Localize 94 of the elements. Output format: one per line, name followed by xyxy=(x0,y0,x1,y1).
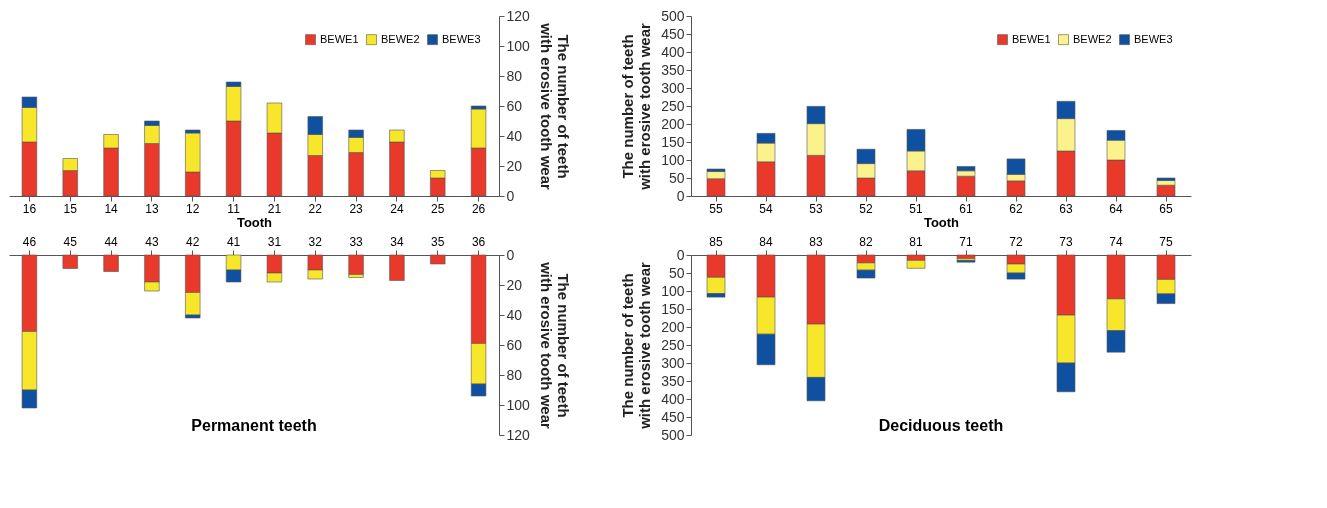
x-tick-label: 42 xyxy=(186,234,200,249)
y-tick-label: 120 xyxy=(506,426,531,443)
x-tick-label: 21 xyxy=(267,201,282,216)
y-tick-label: 80 xyxy=(506,67,523,84)
x-tick-label: 34 xyxy=(390,234,404,249)
y-tick-label: 200 xyxy=(661,115,685,132)
x-tick-label: 24 xyxy=(390,201,404,216)
x-tick-label: 82 xyxy=(859,234,873,249)
x-tick-label: 32 xyxy=(308,234,323,249)
y-tick-label: 0 xyxy=(676,187,685,204)
x-tick-label: 53 xyxy=(809,201,823,216)
text: Deciduous teeth xyxy=(878,417,1004,434)
x-tick-label: 33 xyxy=(349,234,364,249)
y-tick-label: 40 xyxy=(506,306,523,323)
y-tick-label: 100 xyxy=(661,151,685,168)
y-tick-label: 450 xyxy=(661,25,685,42)
y-tick-label: 20 xyxy=(506,157,523,174)
x-tick-label: 16 xyxy=(22,201,37,216)
y-tick-label: 0 xyxy=(506,246,515,263)
y-tick-label: 150 xyxy=(661,300,685,317)
x-tick-label: 83 xyxy=(809,234,823,249)
x-tick-label: 46 xyxy=(22,234,37,249)
x-tick-label: 15 xyxy=(63,201,78,216)
x-tick-label: 22 xyxy=(308,201,323,216)
text: Permanent teeth xyxy=(191,417,317,434)
y-axis-title: The number of teeth with erosive tooth wear xyxy=(537,22,572,191)
x-tick-label: 74 xyxy=(1109,234,1123,249)
y-tick-label: 0 xyxy=(676,246,685,263)
y-tick-label: 150 xyxy=(661,133,685,150)
x-tick-label: 73 xyxy=(1059,234,1073,249)
x-axis-title: Tooth xyxy=(236,214,273,230)
x-tick-label: 36 xyxy=(471,234,486,249)
y-tick-label: 350 xyxy=(661,61,685,78)
x-tick-label: 81 xyxy=(909,234,923,249)
x-tick-label: 65 xyxy=(1159,201,1173,216)
y-tick-label: 200 xyxy=(661,318,685,335)
y-tick-label: 60 xyxy=(506,97,523,114)
y-tick-label: 0 xyxy=(506,187,515,204)
legend-label: BEWE2 xyxy=(1073,32,1112,45)
x-tick-label: 35 xyxy=(431,234,445,249)
x-axis-title: Tooth xyxy=(923,214,960,230)
x-tick-label: 55 xyxy=(709,201,723,216)
y-axis-title: The number of teeth with erosive tooth wear xyxy=(619,261,654,430)
y-tick-label: 50 xyxy=(668,264,685,281)
y-tick-label: 50 xyxy=(668,169,685,186)
y-tick-label: 500 xyxy=(661,7,685,24)
legend-label: BEWE1 xyxy=(1012,32,1051,45)
x-tick-label: 63 xyxy=(1059,201,1073,216)
y-tick-label: 100 xyxy=(506,37,531,54)
x-tick-label: 11 xyxy=(227,201,241,216)
y-tick-label: 400 xyxy=(661,390,685,407)
x-tick-label: 52 xyxy=(859,201,873,216)
x-tick-label: 43 xyxy=(145,234,159,249)
x-tick-label: 13 xyxy=(145,201,159,216)
x-tick-label: 23 xyxy=(349,201,364,216)
y-tick-label: 300 xyxy=(661,354,685,371)
x-tick-label: 84 xyxy=(759,234,773,249)
x-tick-label: 14 xyxy=(104,201,119,216)
y-tick-label: 100 xyxy=(506,396,531,413)
x-tick-label: 31 xyxy=(267,234,282,249)
legend-label: BEWE3 xyxy=(442,32,481,45)
y-tick-label: 250 xyxy=(661,97,685,114)
x-tick-label: 25 xyxy=(431,201,445,216)
y-tick-label: 80 xyxy=(506,366,523,383)
x-tick-label: 41 xyxy=(226,234,241,249)
x-tick-label: 75 xyxy=(1159,234,1173,249)
x-tick-label: 71 xyxy=(959,234,973,249)
y-tick-label: 450 xyxy=(661,408,685,425)
y-tick-label: 20 xyxy=(506,276,523,293)
x-tick-label: 45 xyxy=(63,234,78,249)
x-tick-label: 26 xyxy=(471,201,486,216)
y-tick-label: 400 xyxy=(661,43,685,60)
y-tick-label: 40 xyxy=(506,127,523,144)
x-tick-label: 72 xyxy=(1009,234,1023,249)
x-tick-label: 62 xyxy=(1009,201,1023,216)
x-tick-label: 64 xyxy=(1109,201,1123,216)
legend-label: BEWE3 xyxy=(1134,32,1173,45)
y-tick-label: 350 xyxy=(661,372,685,389)
y-axis-title: The number of teeth with erosive tooth wear xyxy=(537,261,572,430)
y-tick-label: 250 xyxy=(661,336,685,353)
y-tick-label: 500 xyxy=(661,426,685,443)
x-tick-label: 85 xyxy=(709,234,723,249)
x-tick-label: 51 xyxy=(909,201,923,216)
x-tick-label: 61 xyxy=(959,201,973,216)
y-tick-label: 100 xyxy=(661,282,685,299)
y-tick-label: 300 xyxy=(661,79,685,96)
x-tick-label: 12 xyxy=(186,201,200,216)
legend-label: BEWE2 xyxy=(381,32,420,45)
y-tick-label: 60 xyxy=(506,336,523,353)
x-tick-label: 44 xyxy=(104,234,119,249)
y-axis-title: The number of teeth with erosive tooth wear xyxy=(619,22,654,191)
legend-label: BEWE1 xyxy=(320,32,359,45)
x-tick-label: 54 xyxy=(759,201,773,216)
y-tick-label: 120 xyxy=(506,7,531,24)
